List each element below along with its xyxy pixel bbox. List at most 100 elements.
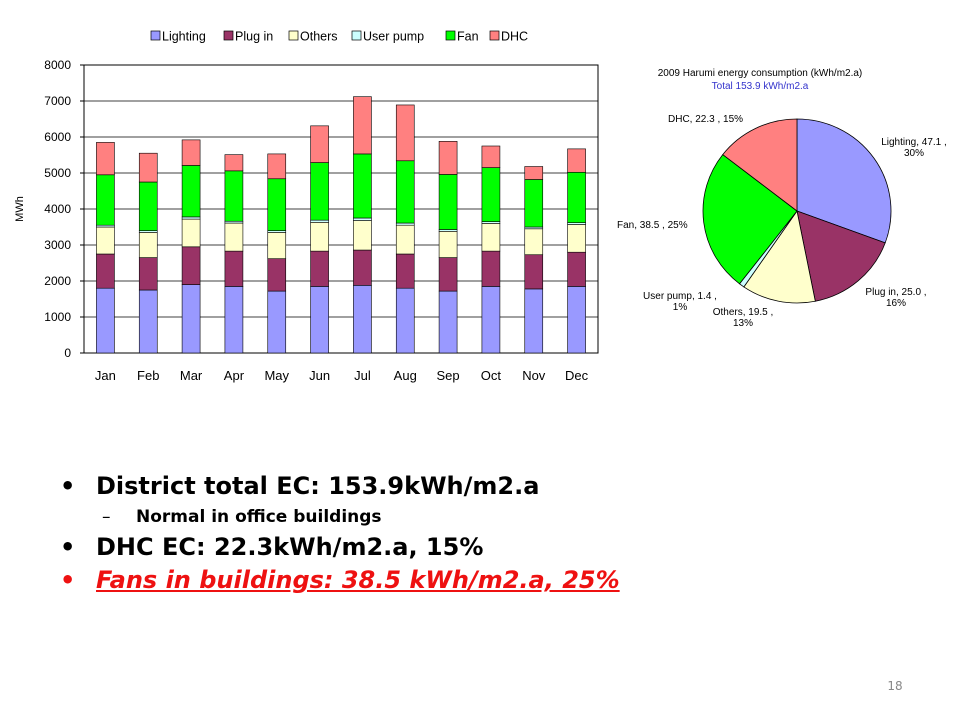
bar-fan-may [267,178,287,231]
bar-fan-feb [138,181,158,231]
bullet-text: DHC EC: 22.3kWh/m2.a, 15% [96,533,484,561]
bar-fan-jan [96,174,115,226]
bullet-text-highlight: Fans in buildings: 38.5 kWh/m2.a, 25% [96,566,620,594]
bar-lighting-mar [181,284,201,354]
annual-energy-pie-chart: 2009 Harumi energy consumption (kWh/m2.a… [617,68,947,329]
x-tick-label: Nov [522,368,546,383]
bar-others-mar [181,218,201,248]
legend-label: Plug in [235,30,273,44]
bar-others-jan [96,226,115,255]
bar-lighting-may [267,290,287,354]
bullet-district-total: • District total EC: 153.9kWh/m2.a [60,470,920,503]
legend-swatch [288,30,299,41]
bullet-marker: • [60,533,76,561]
bar-others-apr [224,222,244,252]
bar-plug-in-may [267,258,287,292]
bar-fan-sep [438,174,458,230]
bar-plug-in-mar [181,246,201,285]
bar-dhc-aug [395,104,415,162]
pie-slice-fan [702,154,798,285]
bar-fan-mar [181,165,201,218]
bar-fan-dec [567,171,586,223]
pie-subtitle: Total 153.9 kWh/m2.a [712,81,809,92]
x-tick-label: Mar [180,368,203,383]
bar-others-oct [481,223,501,252]
bar-lighting-nov [524,288,544,354]
bullet-marker: • [60,566,76,594]
page-number: 18 [887,679,903,693]
x-tick-label: Jul [354,368,371,383]
x-tick-label: Feb [137,368,159,383]
bar-fan-apr [224,170,244,222]
bar-others-dec [567,224,586,253]
pie-slice-label: 1% [673,302,688,313]
monthly-energy-bar-chart: 0 1000 2000 3000 4000 5000 6000 7000 8000 MWh Jan F… [14,30,599,383]
legend-item: Others [288,30,338,44]
legend-item: DHC [489,30,528,44]
y-tick-label: 7000 [44,94,71,108]
bar-others-jul [353,220,372,251]
legend-item: User pump [351,30,424,44]
x-tick-label: Sep [437,368,460,383]
pie-slice-label: 13% [733,318,753,329]
bar-plug-in-jul [353,249,372,286]
bar-plug-in-nov [524,254,544,290]
bar-lighting-jun [310,286,329,354]
bar-plug-in-jun [310,250,329,287]
bullet-list: • District total EC: 153.9kWh/m2.a – Nor… [60,470,920,597]
y-tick-label: 5000 [44,166,71,180]
x-tick-label: Dec [565,368,589,383]
pie-slice-label: 30% [904,148,924,159]
legend-swatch [150,30,161,41]
x-tick-label: May [264,368,289,383]
charts-canvas: 0 1000 2000 3000 4000 5000 6000 7000 8000 MWh Jan F… [14,30,947,384]
y-tick-label: 0 [64,346,71,360]
y-axis-label: MWh [14,196,26,222]
bar-others-jun [310,222,329,252]
pie-slice-label: Fan, 38.5 , 25% [617,220,688,231]
bar-others-feb [138,232,158,258]
pie-slice-label: Others, 19.5 , [713,307,774,318]
bar-plug-in-jan [96,253,115,289]
bar-fan-oct [481,167,501,222]
bar-dhc-sep [438,141,458,175]
pie-slice-label: DHC, 22.3 , 15% [668,114,743,125]
legend-label: Lighting [162,30,206,44]
pie-title: 2009 Harumi energy consumption (kWh/m2.a… [658,68,863,79]
bar-lighting-feb [138,289,158,354]
bullet-dhc: • DHC EC: 22.3kWh/m2.a, 15% [60,531,920,564]
bar-dhc-oct [481,145,501,168]
legend-swatch [223,30,234,41]
bar-dhc-jan [96,142,115,176]
bar-dhc-jun [310,125,329,163]
sub-bullet-text: Normal in office buildings [136,507,382,527]
bar-dhc-jul [353,96,372,155]
bar-fan-jul [353,153,372,219]
bar-user-pump-aug [395,222,415,226]
pie-slice-label: Plug in, 25.0 , [865,287,926,298]
y-tick-label: 2000 [44,274,71,288]
bar-lighting-jul [353,285,372,354]
pie-slice-label: User pump, 1.4 , [643,291,717,302]
bar-lighting-sep [438,290,458,354]
bar-dhc-feb [138,152,158,183]
sub-bullet-normal: – Normal in office buildings [102,503,920,531]
x-tick-label: Oct [481,368,502,383]
bar-lighting-jan [96,287,115,354]
pie-slice-dhc [722,118,798,212]
x-tick-label: Jan [95,368,116,383]
bullet-fans: • Fans in buildings: 38.5 kWh/m2.a, 25% [60,564,920,597]
legend-item: Lighting [150,30,206,44]
bar-plug-in-feb [138,257,158,291]
bar-user-pump-mar [181,216,201,220]
legend-label: Others [300,30,338,44]
pie-slice-others [743,210,816,304]
x-tick-label: Apr [224,368,245,383]
bar-fan-aug [395,160,415,224]
bar-dhc-mar [181,139,201,166]
chart-legend: Lighting Plug in Others User pump Fan DHC [150,30,528,44]
x-tick-label: Aug [394,368,417,383]
pie-slice-label: 16% [886,298,906,309]
bar-lighting-dec [567,286,586,354]
legend-label: DHC [501,30,528,44]
